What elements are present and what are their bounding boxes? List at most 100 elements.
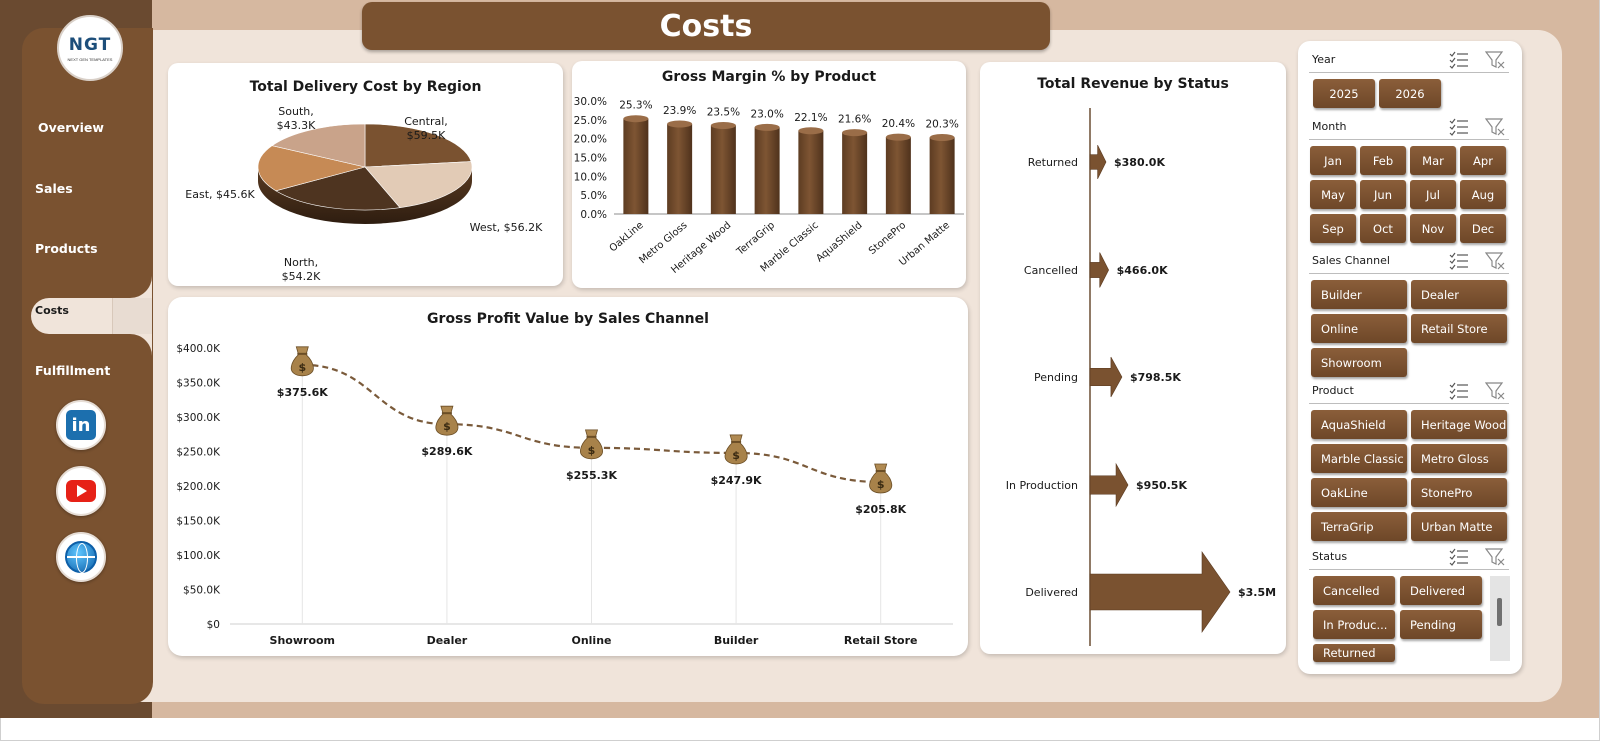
logo-subtext: NEXT GEN TEMPLATES <box>67 56 113 62</box>
slicer-divider <box>1309 569 1509 570</box>
nav-active-highlight-edge <box>112 298 152 334</box>
slicer-item-status[interactable]: Pending <box>1400 610 1482 639</box>
money-bag-icon: $ <box>869 463 893 494</box>
margin-bar-cap-7 <box>929 134 955 142</box>
margin-y-tick: 30.0% <box>574 96 607 108</box>
linkedin-button[interactable]: in <box>56 400 106 450</box>
margin-bar-2 <box>710 125 736 214</box>
slicer-item-month[interactable]: Apr <box>1460 146 1506 175</box>
svg-text:$: $ <box>443 420 451 433</box>
margin-y-tick: 25.0% <box>574 115 607 127</box>
slicer-item-month[interactable]: Dec <box>1460 214 1506 243</box>
gross-profit-card: Gross Profit Value by Sales Channel $0 $5… <box>168 297 968 656</box>
revenue-data-label: $798.5K <box>1130 371 1181 384</box>
multi-select-icon[interactable] <box>1449 548 1469 566</box>
profit-data-label: $255.3K <box>566 469 617 482</box>
slicer-item-month[interactable]: Feb <box>1360 146 1406 175</box>
slicer-item-status[interactable]: Returned <box>1313 644 1395 662</box>
pie-label-east: East, $45.6K <box>185 188 255 201</box>
slicer-item-product[interactable]: Urban Matte <box>1411 512 1507 541</box>
svg-text:$: $ <box>732 449 740 462</box>
slicer-item-month[interactable]: Jun <box>1360 180 1406 209</box>
multi-select-icon[interactable] <box>1449 51 1469 69</box>
margin-data-label: 20.3% <box>925 119 958 131</box>
margin-data-label: 23.5% <box>707 106 740 118</box>
nav-fulfillment[interactable]: Fulfillment <box>35 363 111 378</box>
multi-select-icon[interactable] <box>1449 252 1469 270</box>
profit-data-label: $247.9K <box>711 474 762 487</box>
slicer-item-product[interactable]: TerraGrip <box>1311 512 1407 541</box>
nav-overview[interactable]: Overview <box>38 120 104 135</box>
slicer-item-month[interactable]: May <box>1310 180 1356 209</box>
slicer-item-channel[interactable]: Retail Store <box>1411 314 1507 343</box>
revenue-data-label: $3.5M <box>1238 586 1276 599</box>
delivery-pie-chart: Central,$59.5K West, $56.2K North,$54.2K Ea… <box>185 105 543 283</box>
revenue-category-label: Pending <box>1034 371 1078 384</box>
margin-bar-cap-1 <box>667 120 693 128</box>
slicer-item-product[interactable]: Marble Classic <box>1311 444 1407 473</box>
revenue-status-card: Total Revenue by Status Returned $380.0K C… <box>980 62 1286 654</box>
slicer-item-channel[interactable]: Showroom <box>1311 348 1407 377</box>
linkedin-icon: in <box>66 410 96 440</box>
margin-bar-cap-0 <box>623 115 649 123</box>
nav-products[interactable]: Products <box>35 241 98 256</box>
slicer-item-year[interactable]: 2025 <box>1313 79 1375 108</box>
slicer-divider <box>1309 273 1509 274</box>
youtube-button[interactable] <box>56 466 106 516</box>
slicer-item-year[interactable]: 2026 <box>1379 79 1441 108</box>
slicer-item-month[interactable]: Aug <box>1460 180 1506 209</box>
revenue-status-title: Total Revenue by Status <box>1037 76 1229 92</box>
slicer-item-channel[interactable]: Builder <box>1311 280 1407 309</box>
margin-x-label: TerraGrip <box>734 220 777 258</box>
slicer-item-month[interactable]: Oct <box>1360 214 1406 243</box>
slicer-item-month[interactable]: Sep <box>1310 214 1356 243</box>
revenue-category-label: Cancelled <box>1024 264 1078 277</box>
slicer-header-status: Status <box>1312 550 1348 563</box>
slicer-item-month[interactable]: Jan <box>1310 146 1356 175</box>
margin-bar-cap-3 <box>754 123 780 131</box>
margin-data-label: 25.3% <box>619 100 652 112</box>
clear-filter-icon[interactable] <box>1485 381 1507 401</box>
clear-filter-icon[interactable] <box>1485 117 1507 137</box>
nav-sales[interactable]: Sales <box>35 181 73 196</box>
slicer-divider <box>1309 139 1509 140</box>
clear-filter-icon[interactable] <box>1485 50 1507 70</box>
slicer-item-month[interactable]: Jul <box>1410 180 1456 209</box>
website-button[interactable] <box>56 532 106 582</box>
money-bag-icon: $ <box>580 429 603 460</box>
multi-select-icon[interactable] <box>1449 382 1469 400</box>
margin-bar-cap-4 <box>798 127 824 135</box>
profit-data-label: $289.6K <box>421 445 472 458</box>
slicer-item-channel[interactable]: Dealer <box>1411 280 1507 309</box>
margin-bar-0 <box>623 118 649 214</box>
slicer-item-product[interactable]: AquaShield <box>1311 410 1407 439</box>
profit-data-label: $375.6K <box>277 386 328 399</box>
revenue-data-label: $950.5K <box>1136 479 1187 492</box>
profit-y-tick: $100.0K <box>176 550 221 562</box>
slicer-item-channel[interactable]: Online <box>1311 314 1407 343</box>
revenue-data-label: $466.0K <box>1117 264 1168 277</box>
margin-bar-cap-2 <box>710 121 736 129</box>
status-scrollbar-thumb[interactable] <box>1497 598 1502 626</box>
svg-text:$: $ <box>877 478 885 491</box>
sidebar-notch-top-inner <box>112 256 152 298</box>
slicer-item-month[interactable]: Nov <box>1410 214 1456 243</box>
slicer-item-month[interactable]: Mar <box>1410 146 1456 175</box>
slicer-item-product[interactable]: Metro Gloss <box>1411 444 1507 473</box>
margin-bar-1 <box>667 123 693 214</box>
gross-profit-title: Gross Profit Value by Sales Channel <box>427 311 709 327</box>
multi-select-icon[interactable] <box>1449 118 1469 136</box>
slicer-item-product[interactable]: Heritage Wood <box>1411 410 1507 439</box>
slicer-item-product[interactable]: StonePro <box>1411 478 1507 507</box>
nav-costs[interactable]: Costs <box>35 304 69 317</box>
pie-slice-central <box>364 123 472 168</box>
clear-filter-icon[interactable] <box>1485 547 1507 567</box>
slicer-item-status[interactable]: In Produc... <box>1313 610 1395 639</box>
slicer-item-status[interactable]: Cancelled <box>1313 576 1395 605</box>
clear-filter-icon[interactable] <box>1485 251 1507 271</box>
pie-slice-east <box>257 145 366 192</box>
slicer-item-status[interactable]: Delivered <box>1400 576 1482 605</box>
profit-y-tick: $300.0K <box>176 412 221 424</box>
slicer-item-product[interactable]: OakLine <box>1311 478 1407 507</box>
gross-margin-card: Gross Margin % by Product 0.0% 5.0% 10.0% 1… <box>572 61 966 288</box>
